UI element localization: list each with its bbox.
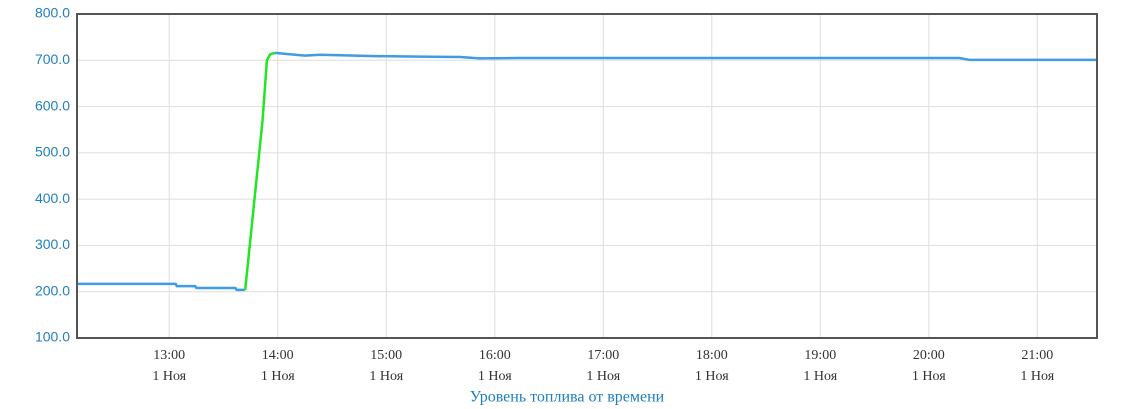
x-tick-label: 14:00 [262, 348, 294, 363]
y-tick-label: 400.0 [35, 190, 70, 206]
x-tick-date: 1 Ноя [261, 369, 295, 384]
y-tick-label: 500.0 [35, 144, 70, 160]
x-tick-date: 1 Ноя [1020, 369, 1054, 384]
x-tick-date: 1 Ноя [695, 369, 729, 384]
series-line [243, 51, 276, 290]
x-axis-title: Уровень топлива от времени [470, 389, 665, 406]
x-tick-label: 18:00 [696, 348, 728, 363]
x-tick-label: 21:00 [1021, 348, 1053, 363]
x-tick-label: 19:00 [804, 348, 836, 363]
x-tick-date: 1 Ноя [912, 369, 946, 384]
y-tick-label: 300.0 [35, 236, 70, 252]
x-tick-date: 1 Ноя [369, 369, 403, 384]
x-tick-date: 1 Ноя [586, 369, 620, 384]
y-tick-label: 200.0 [35, 282, 70, 298]
series-line [77, 51, 1097, 292]
x-tick-label: 20:00 [913, 348, 945, 363]
x-tick-date: 1 Ноя [478, 369, 512, 384]
y-tick-label: 700.0 [35, 51, 70, 67]
plot-frame [76, 13, 1098, 339]
y-tick-label: 100.0 [35, 329, 70, 345]
x-tick-label: 13:00 [153, 348, 185, 363]
y-tick-label: 600.0 [35, 97, 70, 113]
x-tick-label: 17:00 [587, 348, 619, 363]
x-tick-date: 1 Ноя [152, 369, 186, 384]
x-tick-label: 15:00 [370, 348, 402, 363]
y-tick-label: 800.0 [35, 5, 70, 21]
x-tick-label: 16:00 [479, 348, 511, 363]
x-tick-date: 1 Ноя [803, 369, 837, 384]
